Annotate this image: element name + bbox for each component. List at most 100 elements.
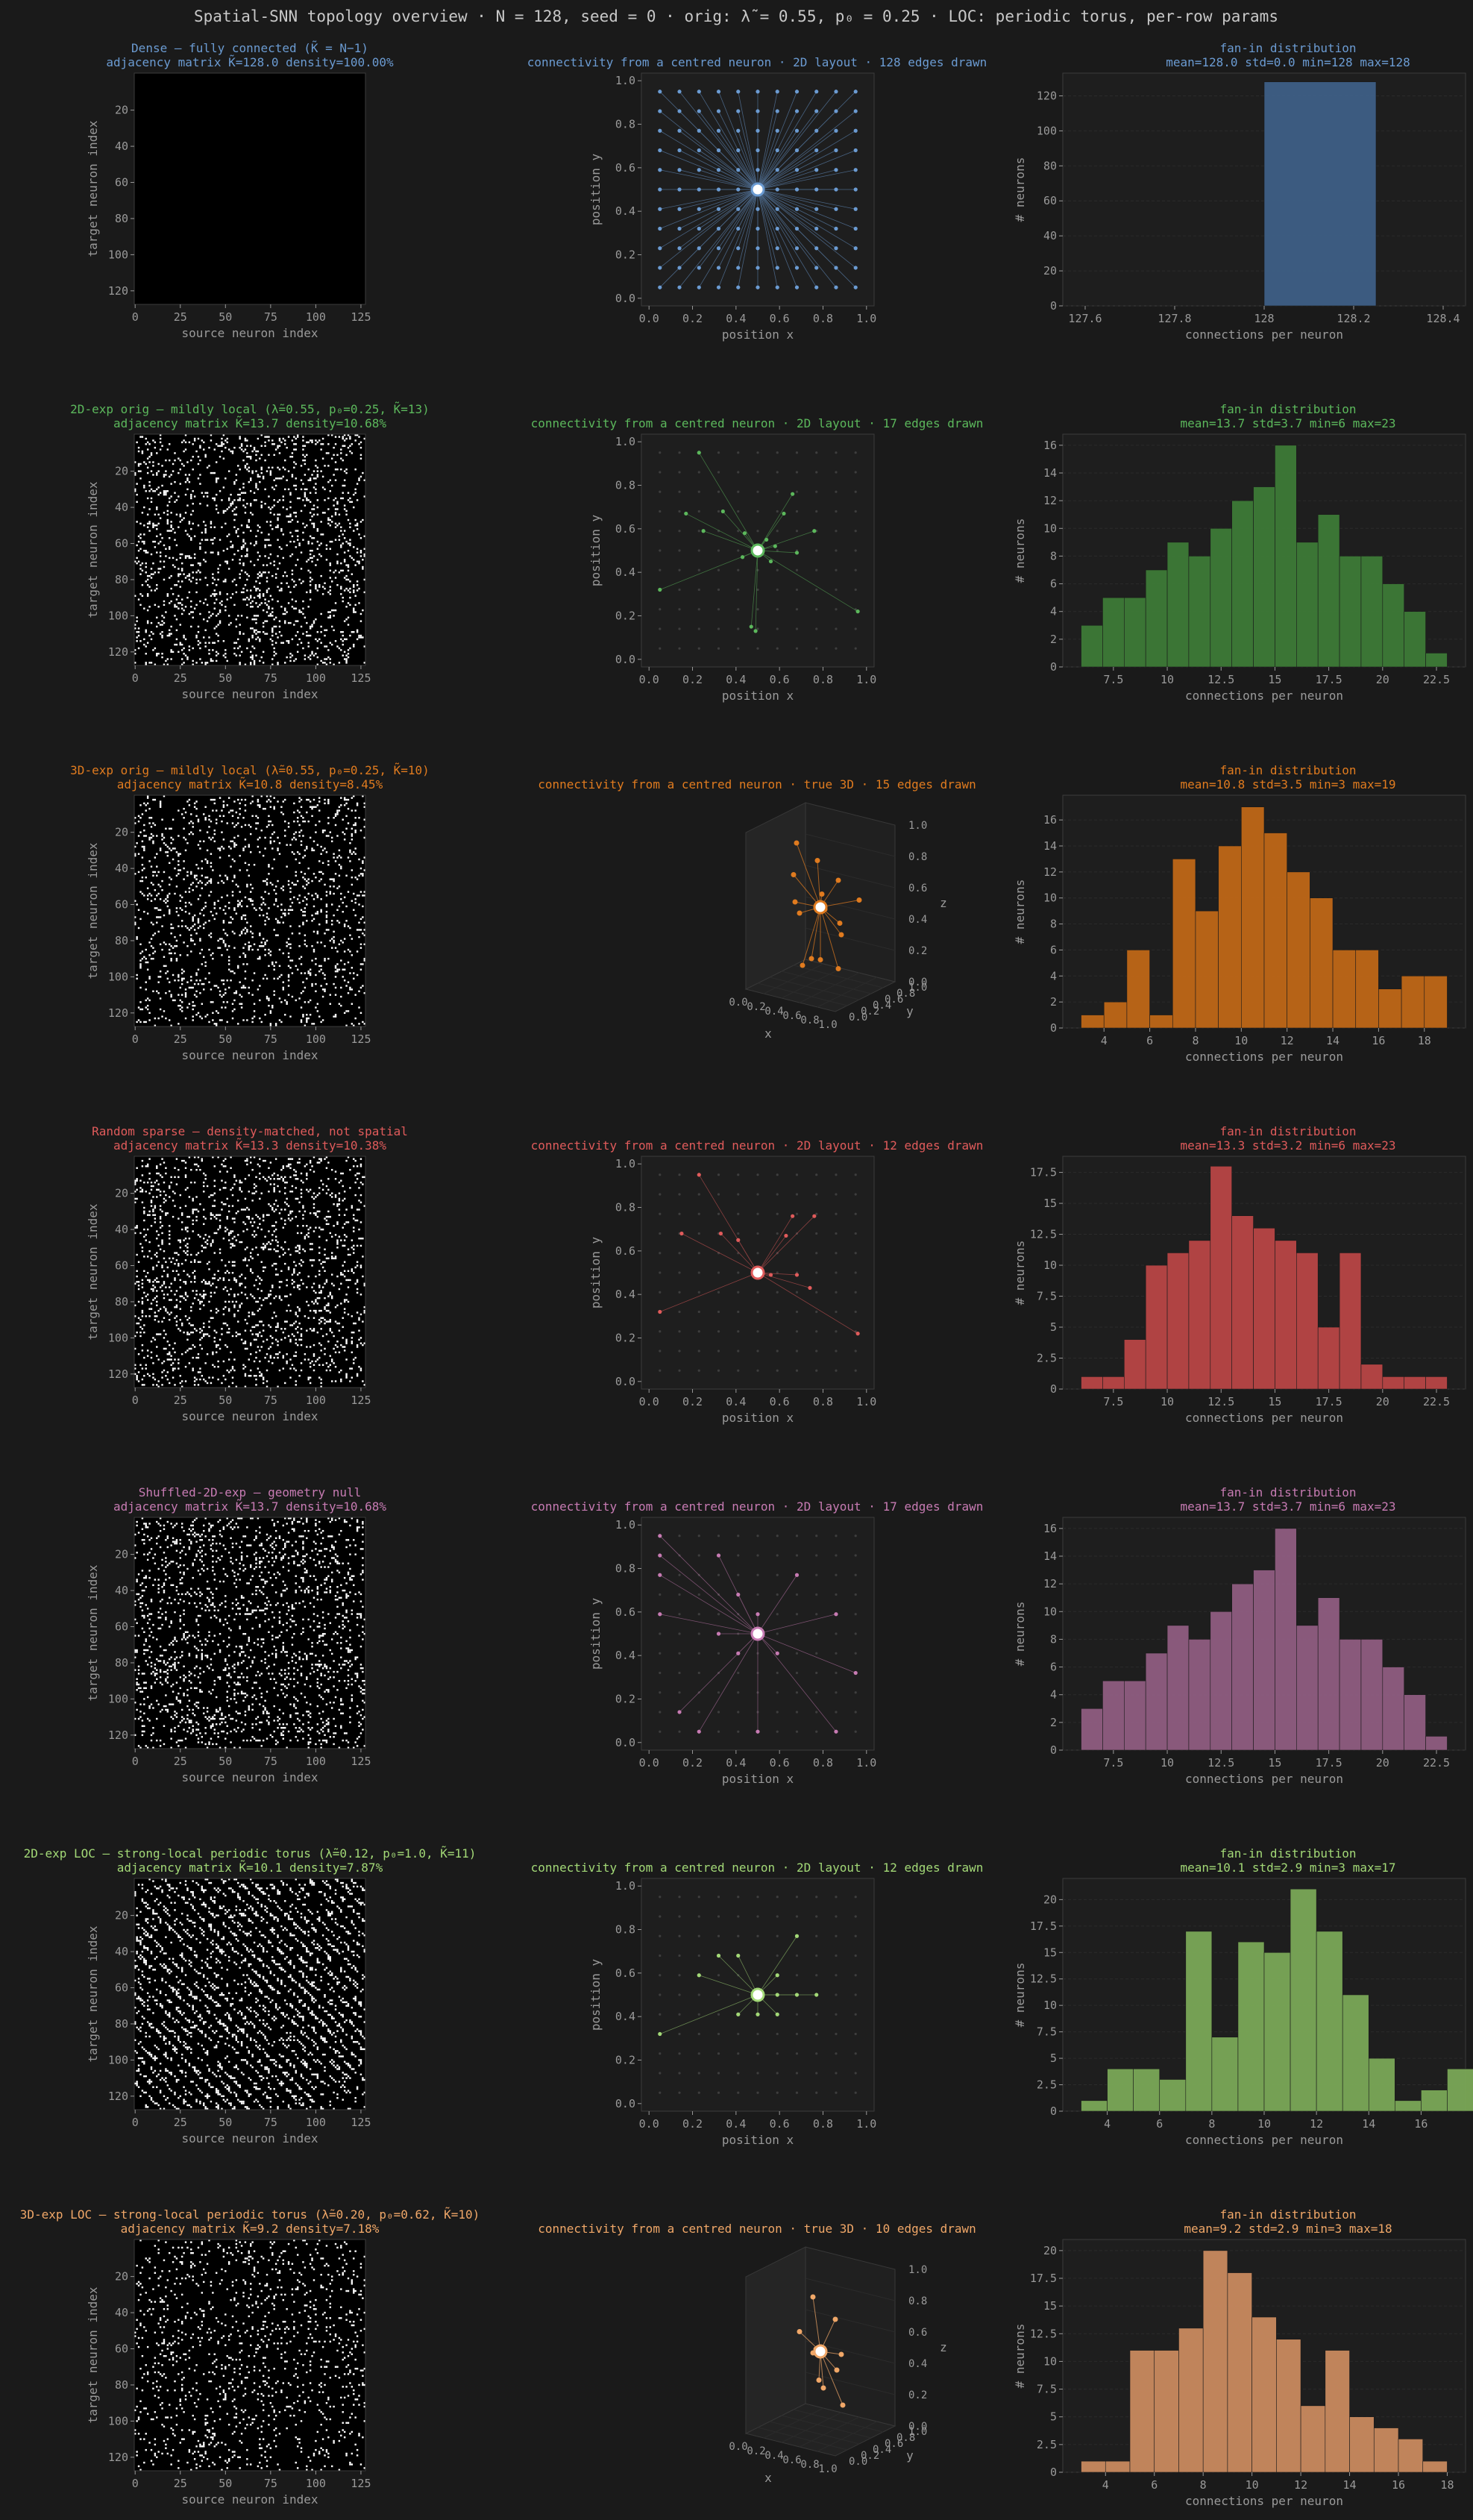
target-neuron <box>794 246 800 251</box>
target-neuron <box>838 2351 844 2357</box>
target-neuron <box>775 1993 779 1997</box>
y-tick-label: 20 <box>115 2270 128 2284</box>
x-tick-label: 17.5 <box>1316 1756 1342 1770</box>
y-tick-label: 10 <box>1043 2354 1057 2368</box>
edge <box>757 189 817 229</box>
y-tick-label: 80 <box>115 2017 128 2031</box>
x-tick-label: 6 <box>1151 2478 1158 2492</box>
edge <box>757 1614 837 1634</box>
x-tick-label: 1.0 <box>818 1019 837 1031</box>
histogram-y-label: # neurons <box>1013 518 1027 583</box>
y-tick-label: 16 <box>1043 813 1057 827</box>
x-tick-label: 75 <box>264 1394 277 1407</box>
target-neuron <box>794 285 800 289</box>
x-tick-label: 0.0 <box>729 997 747 1009</box>
edge <box>757 91 778 190</box>
edge <box>820 2351 844 2406</box>
histogram-bar <box>1368 2057 1395 2112</box>
connectivity-y-label: position y <box>588 1958 603 2031</box>
target-neuron <box>736 246 741 251</box>
y-tick-label: 60 <box>115 1981 128 1995</box>
x-tick-label: 25 <box>174 1394 187 1407</box>
y-tick-label: 0.2 <box>861 2450 879 2462</box>
back-pane <box>805 2246 896 2427</box>
target-neuron <box>716 246 721 251</box>
target-neuron <box>853 187 858 192</box>
target-neuron <box>716 148 721 153</box>
adjacency-title: Random sparse — density-matched, not spa… <box>92 1124 408 1138</box>
histogram-bar <box>1210 527 1232 668</box>
edge <box>757 91 856 190</box>
target-neuron <box>658 266 662 270</box>
x-tick-label: 17.5 <box>1316 1395 1342 1408</box>
x-tick-label: 0.8 <box>813 1756 833 1770</box>
edge <box>718 189 759 248</box>
target-neuron <box>791 492 795 496</box>
edge <box>757 1575 797 1634</box>
edge <box>757 91 797 190</box>
histogram-bar <box>1241 806 1265 1029</box>
x-tick-label: 0.4 <box>726 1756 746 1770</box>
target-neuron <box>817 957 823 962</box>
target-neuron <box>775 187 779 192</box>
y-tick-label: 100 <box>108 609 128 622</box>
histogram-subtitle: mean=10.8 std=3.5 min=3 max=19 <box>1181 777 1396 792</box>
target-neuron <box>775 1651 779 1655</box>
back-pane <box>805 802 896 982</box>
connectivity-title: connectivity from a centred neuron · tru… <box>538 777 976 792</box>
x-tick-label: 14 <box>1326 1034 1339 1047</box>
x-tick-label: 4 <box>1102 2478 1109 2492</box>
x-tick-label: 50 <box>219 1755 232 1768</box>
y-tick-label: 60 <box>115 1259 128 1273</box>
edge <box>757 91 837 190</box>
grid-line <box>805 2309 896 2333</box>
y-tick-label: 10 <box>1043 1605 1057 1618</box>
histogram-x-label: connections per neuron <box>1185 1411 1343 1425</box>
y-tick-label: 120 <box>108 2090 128 2103</box>
y-tick-label: 4 <box>1050 605 1057 618</box>
target-neuron <box>756 1729 760 1734</box>
edge <box>757 189 778 248</box>
x-tick-label: 17.5 <box>1316 673 1342 686</box>
target-neuron <box>697 266 701 270</box>
target-neuron <box>716 266 721 270</box>
y-tick-label: 20 <box>115 104 128 117</box>
histogram-bar <box>1145 569 1168 668</box>
adjacency-x-label: source neuron index <box>181 2492 318 2507</box>
x-tick-label: 75 <box>264 671 277 685</box>
edge <box>796 842 821 908</box>
histogram-bar <box>1317 1326 1340 1390</box>
x-tick-label: 0.4 <box>764 1006 783 1018</box>
adjacency-x-label: source neuron index <box>181 687 318 701</box>
y-tick-label: 10 <box>1043 1259 1057 1272</box>
y-tick-label: 0.4 <box>615 204 635 218</box>
edge <box>679 189 759 288</box>
x-tick-label: 8 <box>1208 2117 1215 2131</box>
x-tick-label: 6 <box>1156 2117 1163 2131</box>
target-neuron <box>794 1273 800 1277</box>
adjacency-y-label: target neuron index <box>86 1203 100 1340</box>
adjacency-subtitle: adjacency matrix K̃=10.8 density=8.45% <box>117 777 383 792</box>
grid-line <box>805 833 896 857</box>
y-tick-label: 100 <box>1037 124 1057 137</box>
histogram-bar <box>1404 1376 1426 1390</box>
y-tick-label: 12.5 <box>1030 1972 1057 1986</box>
edge <box>679 189 759 249</box>
x-tick-label: 1.0 <box>856 1395 876 1408</box>
x-tick-label: 75 <box>264 1755 277 1768</box>
adjacency-entries <box>134 1517 365 1749</box>
x-tick-label: 0.6 <box>782 1010 801 1022</box>
neuron-grid <box>659 1173 857 1372</box>
x-tick-label: 0.2 <box>747 1001 765 1013</box>
target-neuron <box>814 266 819 270</box>
target-neuron <box>773 544 777 548</box>
target-neuron <box>816 2378 822 2383</box>
target-neuron <box>835 966 841 971</box>
histogram-bar <box>1447 2068 1473 2112</box>
histogram-bar <box>1290 1888 1317 2112</box>
edge <box>718 189 759 210</box>
y-tick-label: 0.0 <box>615 1375 635 1388</box>
row-3: 3D-exp orig — mildly local (λ̃=0.55, p₀=… <box>70 763 1466 1064</box>
target-neuron <box>697 168 701 172</box>
